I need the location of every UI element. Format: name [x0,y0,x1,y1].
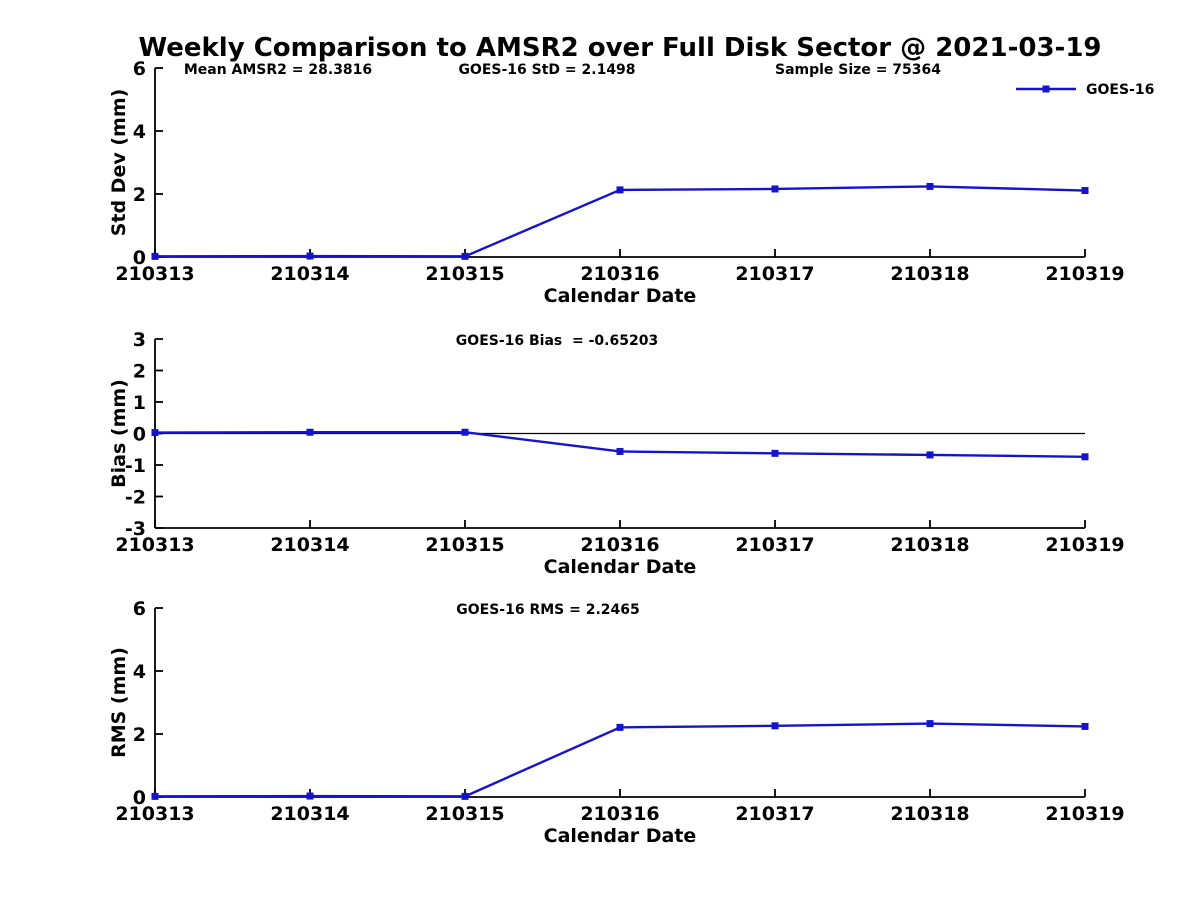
y-tick-label: 1 [133,392,146,414]
data-point-marker [151,429,159,437]
data-point-marker [1081,453,1089,461]
data-point-marker [616,447,624,455]
figure-title: Weekly Comparison to AMSR2 over Full Dis… [138,33,1102,63]
x-tick-label: 210314 [270,263,349,285]
data-point-marker [1081,187,1089,195]
data-point-marker [616,723,624,731]
data-point-marker [771,449,779,457]
x-tick-label: 210317 [735,534,814,556]
y-tick-label: 2 [133,184,146,206]
x-tick-label: 210317 [735,803,814,825]
chart-rms: 0 2 4 6 210313 210314 210315 210316 210317 210318… [108,598,1125,847]
y-tick-label: 2 [133,724,146,746]
x-tick-label: 210313 [115,534,194,556]
y-axis-label: Bias (mm) [108,379,130,488]
stat-annotation: Mean AMSR2 = 28.3816 [184,62,372,78]
x-tick-label: 210313 [115,263,194,285]
x-tick-label: 210318 [890,534,969,556]
x-tick-label: 210313 [115,803,194,825]
data-point-marker [461,428,469,436]
stat-annotation: Sample Size = 75364 [775,62,941,78]
x-tick-label: 210319 [1045,263,1124,285]
y-tick-label: 4 [133,661,146,683]
y-tick-label: 3 [133,329,146,351]
data-point-marker [1081,722,1089,730]
data-point-marker [926,182,934,190]
x-tick-label: 210316 [580,263,659,285]
x-axis-label: Calendar Date [544,556,697,578]
data-point-marker [771,185,779,193]
data-point-marker [151,792,159,800]
x-tick-label: 210316 [580,534,659,556]
series-line-goes-16 [154,722,1086,798]
data-point-marker [926,720,934,728]
series-line-goes-16 [154,185,1086,258]
data-point-marker [771,722,779,730]
y-tick-label: -1 [125,455,146,477]
x-tick-label: 210318 [890,803,969,825]
stat-annotation: GOES-16 Bias = -0.65203 [456,333,658,349]
y-tick-label: 0 [133,247,146,269]
x-tick-label: 210314 [270,534,349,556]
legend-label: GOES-16 [1086,82,1154,98]
x-tick-label: 210319 [1045,534,1124,556]
stat-annotation: GOES-16 RMS = 2.2465 [456,602,640,618]
x-tick-label: 210318 [890,263,969,285]
chart-std-dev: 0 2 4 6 210313 210314 210315 210316 210317 210318… [108,58,1154,307]
x-tick-label: 210317 [735,263,814,285]
y-tick-label: 2 [133,361,146,383]
legend: GOES-16 [1016,82,1154,98]
x-tick-label: 210316 [580,803,659,825]
y-tick-label: 6 [133,598,146,620]
y-tick-label: -3 [125,518,146,540]
data-point-marker [306,252,314,260]
data-point-marker [616,186,624,194]
stat-annotation: GOES-16 StD = 2.1498 [458,62,635,78]
data-point-marker [461,252,469,260]
y-tick-label: -2 [125,487,146,509]
data-point-marker [151,252,159,260]
y-axis-label: Std Dev (mm) [108,89,130,237]
data-point-marker [306,792,314,800]
y-axis-label: RMS (mm) [108,647,130,758]
x-tick-label: 210315 [425,534,504,556]
x-tick-label: 210319 [1045,803,1124,825]
x-axis-label: Calendar Date [544,825,697,847]
x-tick-label: 210314 [270,803,349,825]
x-tick-label: 210315 [425,263,504,285]
y-tick-label: 0 [133,787,146,809]
data-point-marker [461,792,469,800]
x-axis-label: Calendar Date [544,285,697,307]
y-tick-label: 4 [133,121,146,143]
data-point-marker [306,428,314,436]
y-tick-label: 0 [133,424,146,446]
legend-marker [1042,85,1050,93]
y-tick-label: 6 [133,58,146,80]
x-tick-label: 210315 [425,803,504,825]
data-point-marker [926,451,934,459]
